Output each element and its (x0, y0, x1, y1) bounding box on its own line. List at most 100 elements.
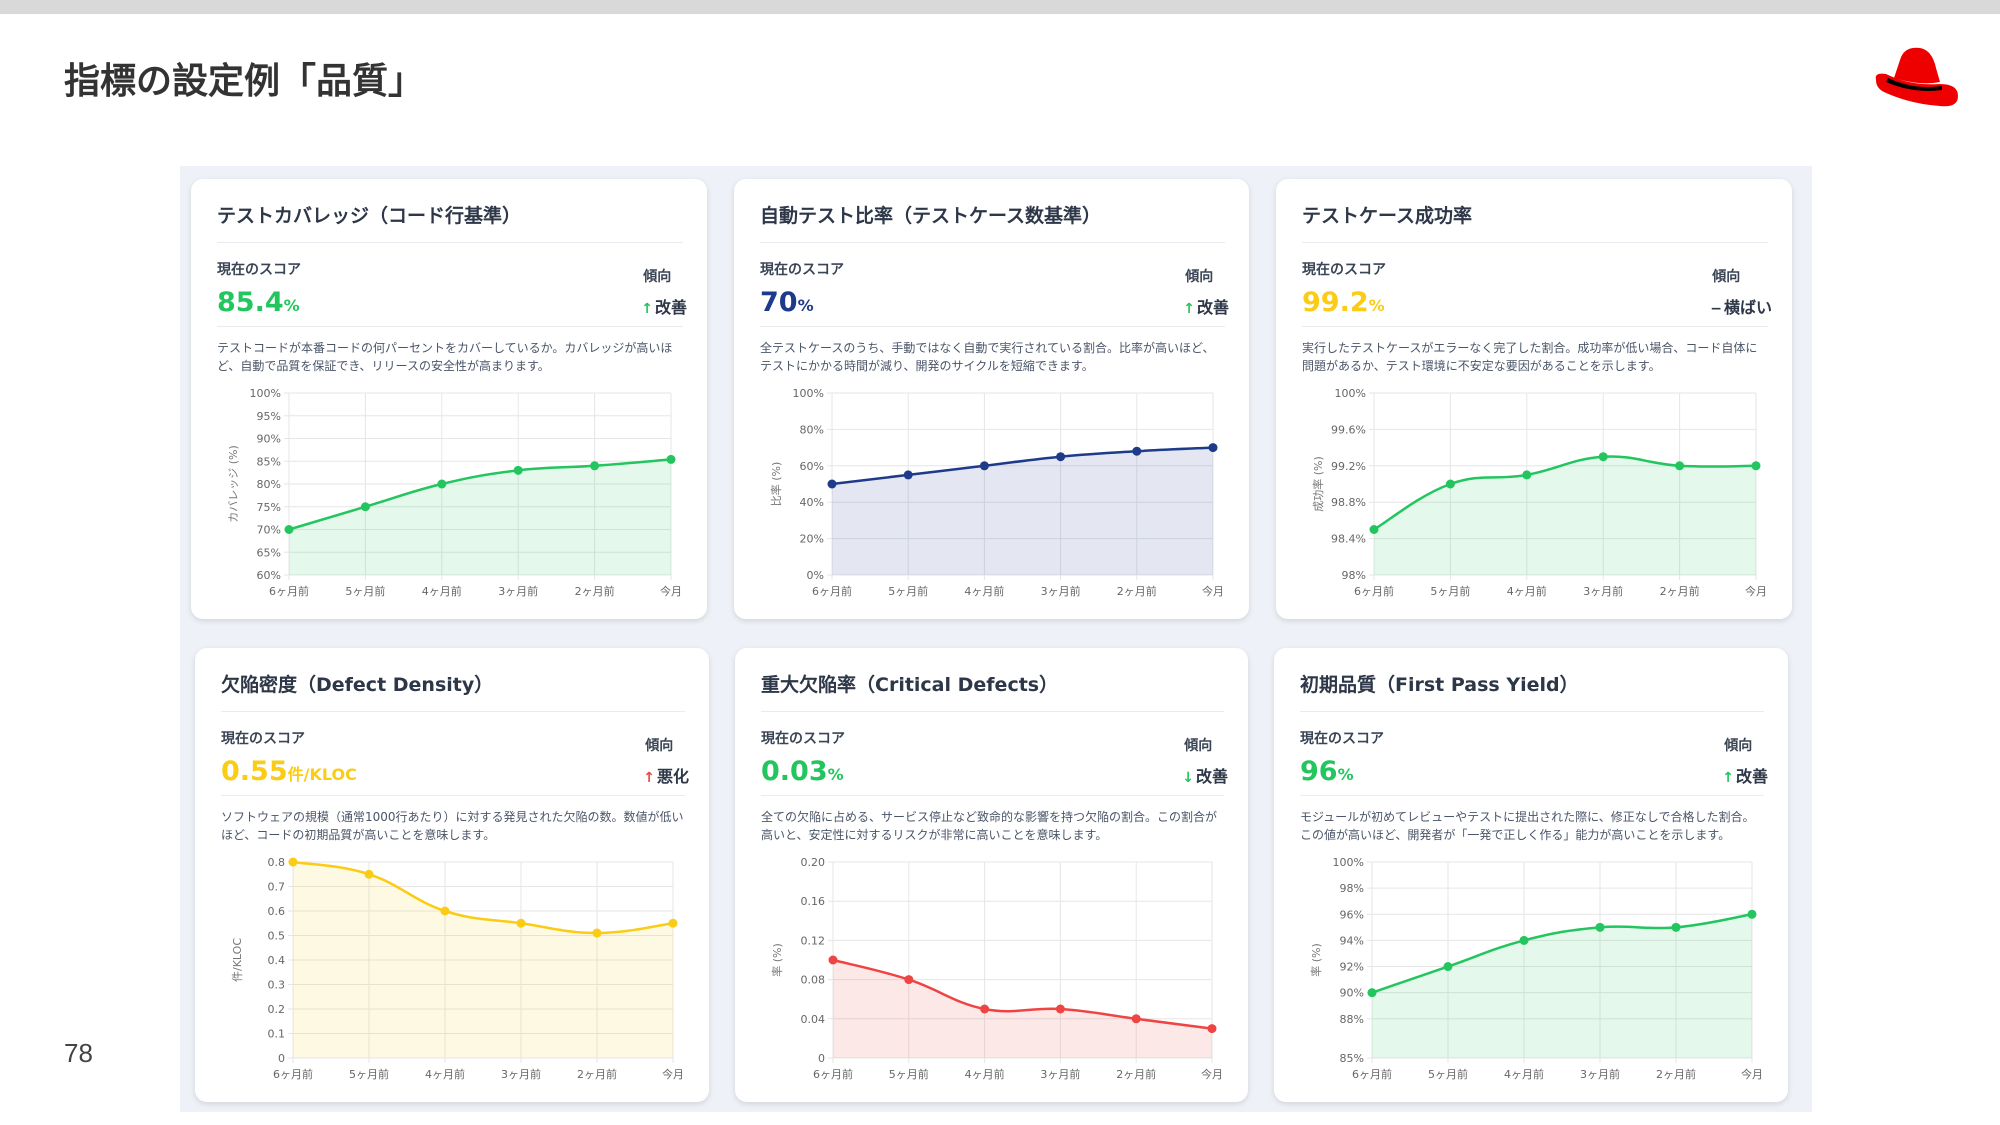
y-axis-label: 率 (%) (1309, 943, 1323, 977)
y-tick-label: 90% (257, 433, 281, 446)
chart-svg: 0 0.04 0.08 0.12 0.16 0.20 6ヶ月前 5ヶ月前 4ヶ月前 3ヶ月前 2ヶ月… (770, 856, 1223, 1081)
x-tick-label: 4ヶ月前 (1504, 1067, 1544, 1081)
y-tick-label: 80% (257, 478, 281, 491)
x-tick-label: 6ヶ月前 (813, 1067, 853, 1081)
card-description: 全ての欠陥に占める、サービス停止など致命的な影響を持つ欠陥の割合。この割合が高い… (761, 810, 1218, 842)
data-point (1369, 525, 1379, 534)
x-tick-label: 今月 (1745, 584, 1767, 598)
line-chart: 85% 88% 90% 92% 94% 96% 98% 100% 6ヶ月前 5ヶ月前 4ヶ月前 3ヶ月… (1300, 852, 1764, 1092)
score-value: 0.03% (761, 756, 845, 787)
data-point (1208, 443, 1218, 453)
x-tick-label: 4ヶ月前 (965, 1067, 1005, 1081)
x-tick-label: 今月 (660, 584, 682, 598)
data-point (513, 465, 523, 475)
score-label: 現在のスコア (1300, 731, 1384, 747)
data-point (904, 975, 914, 985)
card-title: 欠陥密度（Defect Density） (221, 670, 685, 712)
trend: 傾向 ↑ 改善 (1183, 266, 1229, 318)
trend-label: 傾向 (1724, 738, 1753, 754)
y-tick-label: 0.3 (268, 979, 286, 992)
metric-card-5: 重大欠陥率（Critical Defects） 現在のスコア 0.03% 傾向 … (735, 648, 1248, 1102)
x-tick-label: 2ヶ月前 (1656, 1067, 1696, 1081)
metric-card-2: 自動テスト比率（テストケース数基準） 現在のスコア 70% 傾向 ↑ 改善 全テス… (734, 179, 1249, 619)
score-unit: % (1337, 765, 1354, 784)
score-value: 0.55件/KLOC (221, 756, 357, 787)
card-description: ソフトウェアの規模（通常1000行あたり）に対する発見された欠陥の数。数値が低い… (221, 810, 684, 842)
data-point (284, 525, 294, 534)
x-tick-label: 6ヶ月前 (1354, 584, 1394, 598)
trend: 傾向 ↓ 改善 (1182, 735, 1228, 787)
x-tick-label: 3ヶ月前 (1580, 1067, 1620, 1081)
y-tick-label: 99.6% (1331, 423, 1366, 436)
x-tick-label: 3ヶ月前 (1040, 1067, 1080, 1081)
trend: 傾向 ↑ 悪化 (643, 735, 689, 787)
score-value: 85.4% (217, 287, 301, 318)
score-row: 現在のスコア 0.03% 傾向 ↓ 改善 (761, 712, 1228, 796)
trend-value: 横ばい (1723, 298, 1772, 317)
trend-value: 改善 (1195, 767, 1228, 786)
y-tick-label: 85% (1340, 1052, 1364, 1065)
data-point (1207, 1024, 1217, 1034)
data-point (827, 479, 837, 489)
metric-card-1: テストカバレッジ（コード行基準） 現在のスコア 85.4% 傾向 ↑ 改善 テスト… (191, 179, 707, 619)
score-number: 85.4 (217, 287, 284, 318)
area-fill (1372, 914, 1752, 1058)
data-point (1443, 962, 1453, 972)
score-label: 現在のスコア (1302, 262, 1386, 278)
card-title: 自動テスト比率（テストケース数基準） (760, 201, 1225, 243)
data-point (1519, 935, 1529, 945)
score-number: 0.03 (761, 756, 828, 787)
data-point (1055, 1004, 1065, 1014)
score-unit: % (827, 765, 844, 784)
score-row: 現在のスコア 85.4% 傾向 ↑ 改善 (217, 243, 687, 327)
x-tick-label: 今月 (1201, 1067, 1223, 1081)
data-point (590, 461, 600, 471)
card-title: テストカバレッジ（コード行基準） (217, 201, 683, 243)
line-chart: 0% 20% 40% 60% 80% 100% 6ヶ月前 5ヶ月前 4ヶ月前 3ヶ月前 2ヶ月前 今月… (760, 383, 1225, 609)
trend-label: 傾向 (1712, 269, 1741, 285)
data-point (1131, 1014, 1141, 1024)
data-point (903, 470, 913, 480)
score-unit: % (1368, 296, 1385, 315)
trend-arrow-icon: ↓ (1182, 770, 1194, 786)
y-tick-label: 98% (1342, 569, 1366, 582)
line-chart: 0 0.1 0.2 0.3 0.4 0.5 0.6 0.7 0.8 6ヶ月前 5ヶ月前 4ヶ月前 3ヶ月… (221, 852, 685, 1092)
y-tick-label: 0% (807, 569, 824, 582)
score-label: 現在のスコア (761, 731, 845, 747)
metric-card-6: 初期品質（First Pass Yield） 現在のスコア 96% 傾向 ↑ 改善… (1274, 648, 1788, 1102)
y-tick-label: 100% (793, 387, 824, 400)
trend-arrow-icon: ↑ (643, 770, 655, 786)
metric-card-3: テストケース成功率 現在のスコア 99.2% 傾向 − 横ばい 実行したテストケー… (1276, 179, 1792, 619)
card-description: モジュールが初めてレビューやテストに提出された際に、修正なしで合格した割合。この… (1300, 810, 1755, 842)
data-point (668, 918, 678, 928)
data-point (828, 955, 838, 965)
y-tick-label: 95% (257, 410, 281, 423)
data-point (666, 454, 676, 464)
trend-value: 改善 (1735, 767, 1768, 786)
area-fill (289, 459, 671, 575)
chart-svg: 0 0.1 0.2 0.3 0.4 0.5 0.6 0.7 0.8 6ヶ月前 5ヶ月前 4ヶ月前 3ヶ月… (231, 856, 684, 1081)
data-point (592, 928, 602, 938)
card-title: 初期品質（First Pass Yield） (1300, 670, 1764, 712)
y-tick-label: 0.1 (268, 1028, 286, 1041)
y-axis-label: 率 (%) (770, 943, 784, 977)
x-tick-label: 3ヶ月前 (501, 1067, 541, 1081)
x-tick-label: 5ヶ月前 (889, 1067, 929, 1081)
y-tick-label: 0.16 (801, 895, 826, 908)
y-tick-label: 80% (800, 423, 824, 436)
data-point (440, 906, 450, 916)
data-point (1132, 446, 1142, 456)
score-number: 96 (1300, 756, 1338, 787)
y-tick-label: 60% (257, 569, 281, 582)
x-tick-label: 今月 (662, 1067, 684, 1081)
x-tick-label: 4ヶ月前 (1507, 584, 1547, 598)
top-bar (0, 0, 2000, 14)
card-title: テストケース成功率 (1302, 201, 1768, 243)
data-point (1595, 922, 1605, 932)
score-number: 99.2 (1302, 287, 1369, 318)
data-point (1751, 461, 1761, 471)
score-row: 現在のスコア 99.2% 傾向 − 横ばい (1302, 243, 1772, 327)
data-point (1675, 461, 1685, 471)
x-tick-label: 4ヶ月前 (422, 584, 462, 598)
y-tick-label: 20% (800, 533, 824, 546)
